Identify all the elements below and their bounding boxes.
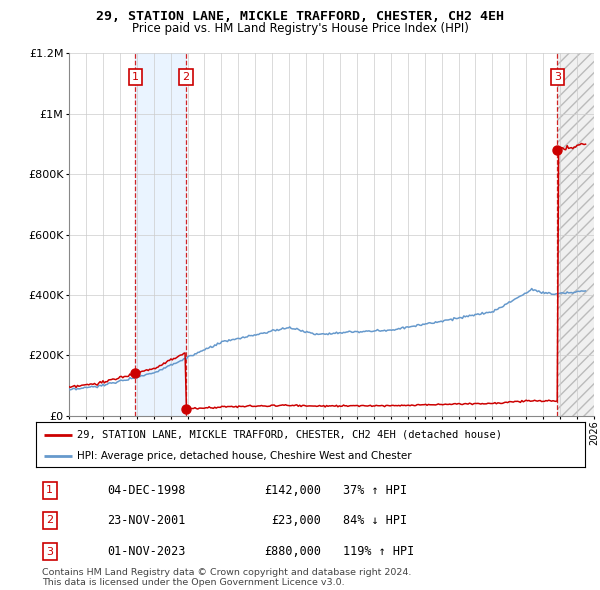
Text: 23-NOV-2001: 23-NOV-2001 bbox=[107, 514, 186, 527]
Text: 3: 3 bbox=[554, 73, 561, 82]
Text: HPI: Average price, detached house, Cheshire West and Chester: HPI: Average price, detached house, Ches… bbox=[77, 451, 412, 461]
Text: 37% ↑ HPI: 37% ↑ HPI bbox=[343, 484, 407, 497]
Bar bbox=[557, 53, 600, 416]
Bar bbox=[136, 53, 186, 416]
Text: 04-DEC-1998: 04-DEC-1998 bbox=[107, 484, 186, 497]
Bar bbox=[557, 53, 600, 416]
Text: 3: 3 bbox=[46, 546, 53, 556]
Text: Contains HM Land Registry data © Crown copyright and database right 2024.: Contains HM Land Registry data © Crown c… bbox=[42, 568, 412, 576]
Text: 2: 2 bbox=[182, 73, 190, 82]
Text: 2: 2 bbox=[46, 516, 53, 526]
Text: 29, STATION LANE, MICKLE TRAFFORD, CHESTER, CH2 4EH (detached house): 29, STATION LANE, MICKLE TRAFFORD, CHEST… bbox=[77, 430, 502, 440]
Text: 1: 1 bbox=[46, 486, 53, 495]
Text: 1: 1 bbox=[132, 73, 139, 82]
Text: Price paid vs. HM Land Registry's House Price Index (HPI): Price paid vs. HM Land Registry's House … bbox=[131, 22, 469, 35]
Text: 01-NOV-2023: 01-NOV-2023 bbox=[107, 545, 186, 558]
Text: £880,000: £880,000 bbox=[265, 545, 322, 558]
Text: £142,000: £142,000 bbox=[265, 484, 322, 497]
Text: This data is licensed under the Open Government Licence v3.0.: This data is licensed under the Open Gov… bbox=[42, 578, 344, 587]
Text: 84% ↓ HPI: 84% ↓ HPI bbox=[343, 514, 407, 527]
Text: 29, STATION LANE, MICKLE TRAFFORD, CHESTER, CH2 4EH: 29, STATION LANE, MICKLE TRAFFORD, CHEST… bbox=[96, 10, 504, 23]
Text: 119% ↑ HPI: 119% ↑ HPI bbox=[343, 545, 415, 558]
Text: £23,000: £23,000 bbox=[272, 514, 322, 527]
